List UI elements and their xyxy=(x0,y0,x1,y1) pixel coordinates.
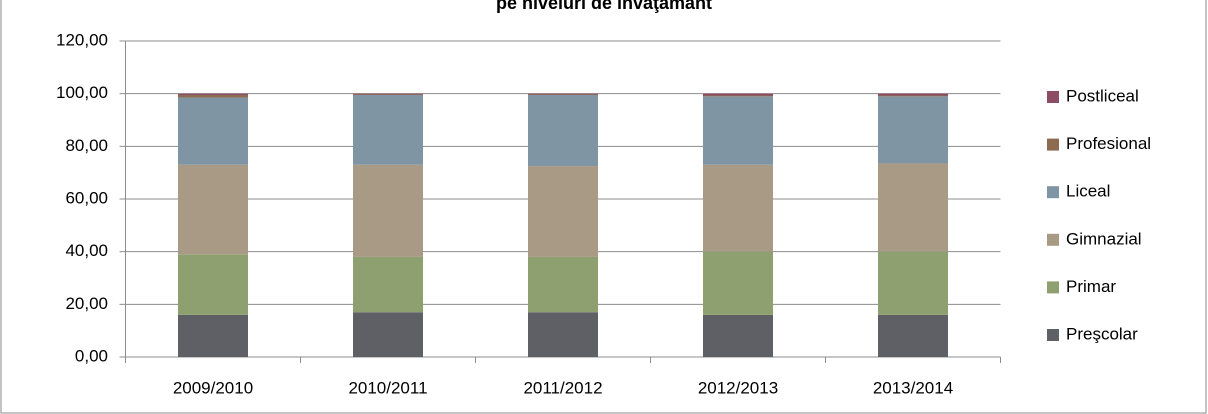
legend-label: Profesional xyxy=(1066,134,1151,153)
bar-segment xyxy=(703,93,773,96)
legend-swatch xyxy=(1047,233,1059,246)
x-tick-label: 2010/2011 xyxy=(348,378,427,397)
x-tick-label: 2009/2010 xyxy=(173,378,253,397)
bar-segment xyxy=(353,94,423,165)
legend-swatch xyxy=(1047,329,1059,341)
y-tick-label: 40,00 xyxy=(65,241,108,260)
bar-segment xyxy=(528,93,598,95)
legend-swatch xyxy=(1047,281,1059,294)
bar-segment xyxy=(703,96,773,165)
bar-segment xyxy=(703,164,773,252)
bar-segment xyxy=(528,94,598,95)
legend-swatch xyxy=(1047,138,1059,151)
bar-segment xyxy=(878,251,948,315)
bar-segment xyxy=(878,314,948,357)
chart-title: pe niveluri de învăţământ xyxy=(496,0,712,13)
y-tick-label: 80,00 xyxy=(65,136,108,155)
legend-label: Primar xyxy=(1066,277,1116,296)
bar-segment xyxy=(178,164,248,255)
bar-segment xyxy=(178,254,248,315)
bar-segment xyxy=(353,164,423,257)
y-tick-label: 60,00 xyxy=(65,188,108,207)
legend-label: Liceal xyxy=(1066,182,1110,201)
legend-swatch xyxy=(1047,91,1059,103)
bar-segment xyxy=(528,94,598,167)
bar-segment xyxy=(878,93,948,96)
legend-swatch xyxy=(1047,186,1059,199)
legend-label: Gimnazial xyxy=(1066,229,1142,248)
bar-segment xyxy=(703,95,773,97)
bar-segment xyxy=(703,251,773,315)
bar-segment xyxy=(353,94,423,95)
bar-segment xyxy=(528,256,598,313)
y-tick-label: 100,00 xyxy=(56,83,108,102)
y-tick-label: 20,00 xyxy=(65,294,108,313)
x-tick-label: 2011/2012 xyxy=(523,378,602,397)
x-tick-label: 2012/2013 xyxy=(698,378,778,397)
bar-segment xyxy=(878,163,948,252)
bar-segment xyxy=(353,256,423,313)
bar-segment xyxy=(528,166,598,257)
y-tick-label: 0,00 xyxy=(75,346,108,365)
legend-label: Preşcolar xyxy=(1066,324,1138,343)
bar-segment xyxy=(178,97,248,165)
bar-segment xyxy=(178,93,248,95)
legend-label: Postliceal xyxy=(1066,86,1139,105)
bar-segment xyxy=(353,312,423,357)
x-tick-label: 2013/2014 xyxy=(873,378,953,397)
bar-segment xyxy=(878,96,948,164)
bar-segment xyxy=(703,314,773,357)
y-tick-label: 120,00 xyxy=(56,30,108,49)
bar-segment xyxy=(353,93,423,95)
bar-segment xyxy=(178,94,248,98)
bar-segment xyxy=(878,95,948,97)
bar-segment xyxy=(178,314,248,357)
bar-segment xyxy=(528,312,598,357)
